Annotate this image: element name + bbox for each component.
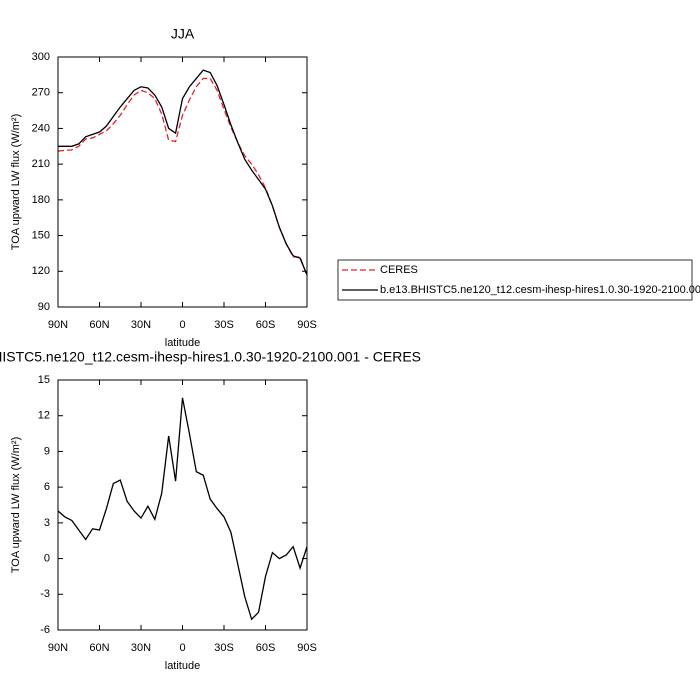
y-tick-label: 300 xyxy=(32,51,50,63)
y-tick-label: 270 xyxy=(32,87,50,99)
y-tick-label: 12 xyxy=(38,410,50,422)
y-tick-label: 210 xyxy=(32,158,50,170)
legend-label: b.e13.BHISTC5.ne120_t12.cesm-ihesp-hires… xyxy=(380,284,700,296)
y-axis-label: TOA upward LW flux (W/m²) xyxy=(10,114,22,251)
x-tick-label: 30N xyxy=(131,319,151,331)
x-tick-label: 30S xyxy=(214,642,234,654)
x-tick-label: 90S xyxy=(297,319,317,331)
legend-box xyxy=(337,259,693,301)
x-tick-label: 30N xyxy=(131,642,151,654)
chart-title: JJA xyxy=(171,26,195,42)
y-tick-label: 0 xyxy=(44,552,50,564)
x-tick-label: 60N xyxy=(89,642,109,654)
x-tick-label: 90N xyxy=(48,642,68,654)
chart-title: b.e13.BHISTC5.ne120_t12.cesm-ihesp-hires… xyxy=(0,349,421,365)
plot-frame xyxy=(57,56,308,308)
x-tick-label: 90N xyxy=(48,319,68,331)
y-tick-label: -6 xyxy=(40,624,50,636)
x-tick-label: 0 xyxy=(179,642,185,654)
x-axis-label: latitude xyxy=(165,337,200,349)
legend-label: CERES xyxy=(380,264,418,276)
y-tick-label: 180 xyxy=(32,194,50,206)
data-line xyxy=(58,69,308,276)
y-tick-label: 15 xyxy=(38,374,50,386)
y-tick-label: 3 xyxy=(44,517,50,529)
y-tick-label: 9 xyxy=(44,445,50,457)
x-axis-label: latitude xyxy=(165,660,200,672)
x-tick-label: 30S xyxy=(214,319,234,331)
y-axis-label: TOA upward LW flux (W/m²) xyxy=(10,437,22,574)
y-tick-label: -3 xyxy=(40,588,50,600)
y-tick-label: 150 xyxy=(32,229,50,241)
x-tick-label: 60S xyxy=(256,642,276,654)
y-tick-label: 120 xyxy=(32,265,50,277)
y-tick-label: 90 xyxy=(38,301,50,313)
data-line xyxy=(57,397,308,621)
y-tick-label: 240 xyxy=(32,122,50,134)
x-tick-label: 90S xyxy=(297,642,317,654)
data-line xyxy=(57,77,308,277)
x-tick-label: 60N xyxy=(89,319,109,331)
x-tick-label: 60S xyxy=(256,319,276,331)
y-tick-label: 6 xyxy=(44,481,50,493)
x-tick-label: 0 xyxy=(179,319,185,331)
plot-frame xyxy=(57,379,308,631)
